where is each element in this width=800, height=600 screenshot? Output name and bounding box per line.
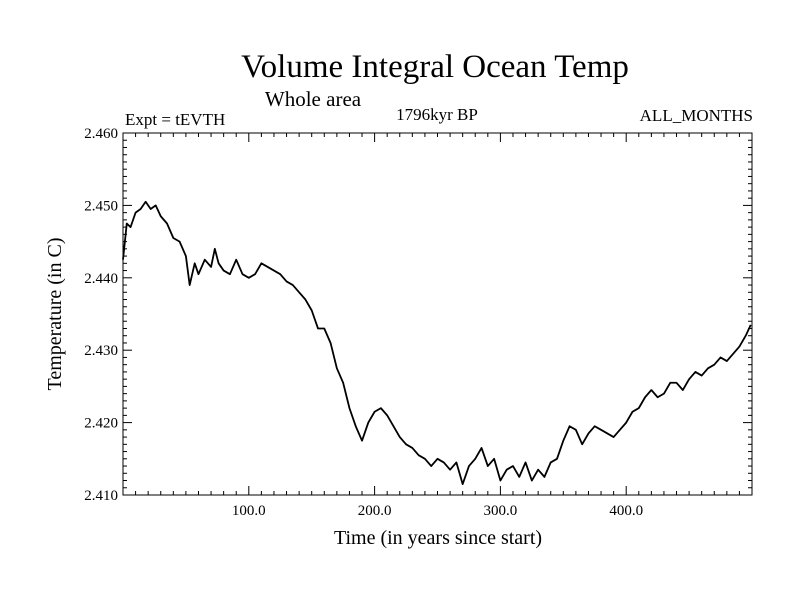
y-tick-label: 2.430 xyxy=(84,343,118,359)
experiment-label: Expt = tEVTH xyxy=(125,110,225,129)
plot-frame xyxy=(122,132,753,496)
x-axis-label: Time (in years since start) xyxy=(334,527,542,549)
chart-subtitle: Whole area xyxy=(265,87,362,111)
x-tick-label: 400.0 xyxy=(609,503,643,519)
months-label: ALL_MONTHS xyxy=(640,106,753,125)
x-tick-label: 200.0 xyxy=(358,503,392,519)
y-axis-label: Temperature (in C) xyxy=(44,238,66,391)
x-tick-label: 100.0 xyxy=(232,503,266,519)
y-tick-label: 2.420 xyxy=(84,416,118,432)
y-tick-label: 2.440 xyxy=(84,271,118,287)
x-tick-label: 300.0 xyxy=(484,503,518,519)
y-tick-label: 2.410 xyxy=(84,488,118,504)
temperature-series-line xyxy=(122,200,752,486)
y-tick-label: 2.450 xyxy=(84,198,118,214)
period-label: 1796kyr BP xyxy=(396,105,478,124)
y-axis: 2.410 2.420 2.430 2.440 2.450 2.460 xyxy=(84,126,752,504)
chart-title: Volume Integral Ocean Temp xyxy=(241,49,629,85)
x-axis: 100.0 200.0 300.0 400.0 xyxy=(135,133,740,519)
y-tick-label: 2.460 xyxy=(84,126,118,142)
